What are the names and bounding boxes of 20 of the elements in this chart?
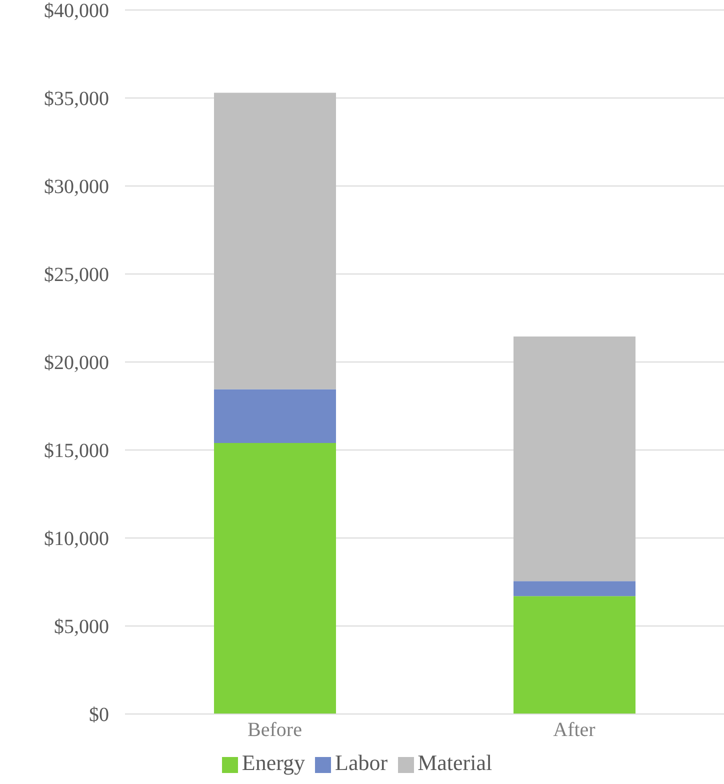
y-tick-label: $35,000 — [44, 88, 109, 110]
y-tick-label: $40,000 — [44, 0, 109, 22]
y-tick-label: $25,000 — [44, 264, 109, 286]
y-tick-label: $0 — [89, 704, 109, 726]
y-tick-label: $15,000 — [44, 440, 109, 462]
y-tick-label: $10,000 — [44, 528, 109, 550]
x-tick-label: After — [553, 719, 596, 742]
legend-label: Energy — [242, 750, 306, 775]
bar — [214, 389, 336, 443]
bar — [514, 336, 636, 582]
bar — [514, 596, 636, 714]
legend-label: Labor — [335, 750, 388, 775]
y-tick-label: $20,000 — [44, 352, 109, 374]
bar — [514, 581, 636, 596]
x-tick-label: Before — [248, 719, 302, 742]
y-tick-label: $5,000 — [54, 616, 109, 638]
legend-label: Material — [418, 750, 492, 775]
bar — [214, 92, 336, 390]
y-tick-label: $30,000 — [44, 176, 109, 198]
bar — [214, 442, 336, 714]
